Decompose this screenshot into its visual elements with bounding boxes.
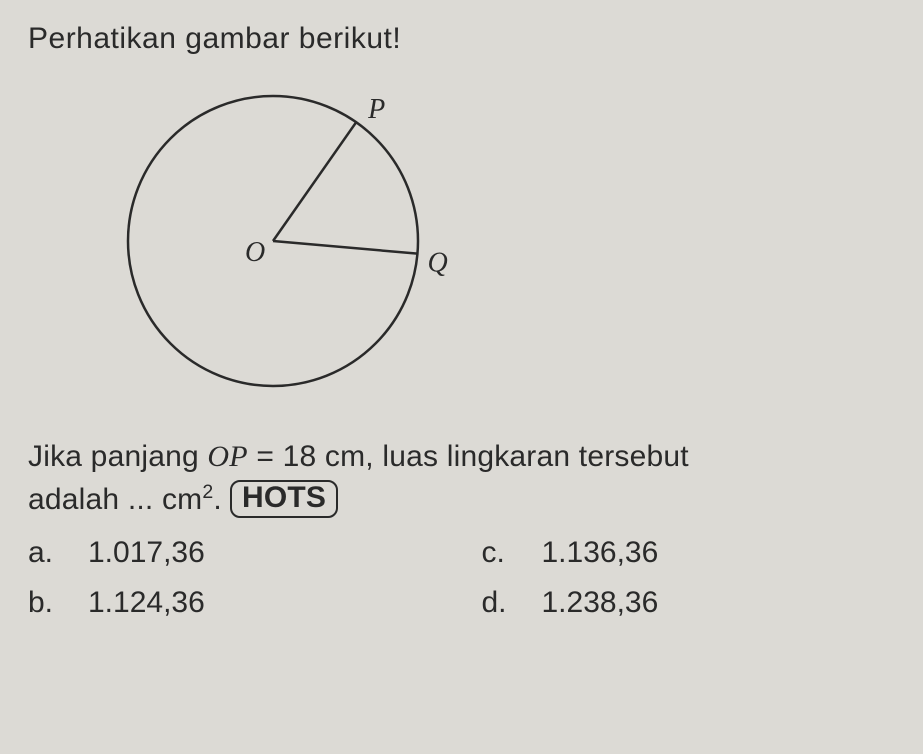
option-letter: b. — [28, 586, 62, 620]
figure-container: O P Q — [28, 66, 895, 426]
option-letter: c. — [482, 536, 516, 570]
option-d[interactable]: d. 1.238,36 — [482, 586, 896, 620]
option-value: 1.136,36 — [542, 536, 659, 570]
stem-prefix: Jika panjang — [28, 440, 207, 473]
option-b[interactable]: b. 1.124,36 — [28, 586, 442, 620]
hots-badge: HOTS — [230, 480, 338, 518]
option-a[interactable]: a. 1.017,36 — [28, 536, 442, 570]
label-q: Q — [427, 248, 447, 279]
unit-exponent: 2 — [202, 481, 213, 503]
question-stem-line2: adalah ... cm2. HOTS — [28, 480, 895, 518]
unit-prefix: adalah ... cm — [28, 483, 202, 516]
radius-op — [273, 122, 356, 241]
label-p: P — [367, 94, 385, 125]
option-value: 1.124,36 — [88, 586, 205, 620]
label-o: O — [245, 237, 265, 268]
stem-eq: = 18 cm, luas lingkaran tersebut — [248, 440, 689, 473]
question-stem-line1: Jika panjang OP = 18 cm, luas lingkaran … — [28, 440, 895, 474]
unit-suffix: . — [213, 483, 222, 516]
stem-unit: adalah ... cm2. — [28, 481, 222, 517]
question-prompt: Perhatikan gambar berikut! — [28, 22, 895, 56]
option-value: 1.238,36 — [542, 586, 659, 620]
option-letter: d. — [482, 586, 516, 620]
circle-diagram: O P Q — [108, 66, 488, 426]
variable-op: OP — [207, 440, 247, 473]
option-c[interactable]: c. 1.136,36 — [482, 536, 896, 570]
radius-oq — [273, 241, 417, 254]
options-grid: a. 1.017,36 c. 1.136,36 b. 1.124,36 d. 1… — [28, 536, 895, 620]
option-letter: a. — [28, 536, 62, 570]
option-value: 1.017,36 — [88, 536, 205, 570]
